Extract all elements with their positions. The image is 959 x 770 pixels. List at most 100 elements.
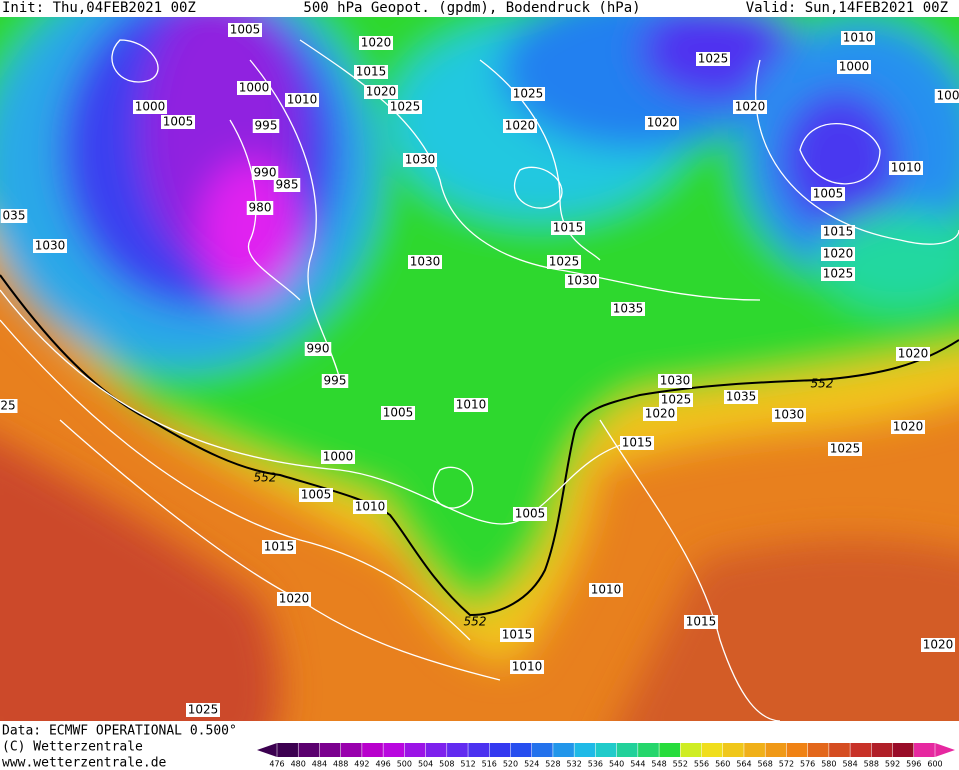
colorbar-cell [743,743,766,757]
isobar-label-box [684,615,718,629]
colorbar-tick-label: 504 [418,760,433,769]
isobar-label-box [841,31,875,45]
isobar-label-box [513,507,547,521]
isobar-label: 1015 [622,436,653,450]
colorbar-cell [489,743,511,757]
website: www.wetterzentrale.de [2,756,167,770]
isobar-label: 1030 [567,274,598,288]
data-source: Data: ECMWF OPERATIONAL 0.500° [2,724,237,739]
colorbar-cell [510,743,532,757]
isobar-label: 1020 [923,638,954,652]
isobar-label: 1035 [726,390,757,404]
header-bar [0,0,959,17]
colorbar-arrow-low [257,743,277,757]
isobar-label-box [772,408,806,422]
isobar-label: 1020 [823,247,854,261]
isobar-label: 1025 [390,100,421,114]
isobar-label: 1000 [839,60,870,74]
isobar-label: 1015 [502,628,533,642]
isobar-label: 1005 [301,488,332,502]
copyright: (C) Wetterzentrale [2,740,143,755]
colorbar-tick-label: 592 [885,760,900,769]
colorbar-tick-label: 516 [482,760,497,769]
isobar-label: 1015 [356,65,387,79]
isobar-label: 035 [3,209,26,223]
isobar-label-box [273,178,301,192]
isobar-label-box [408,255,442,269]
isobar-label: 1020 [898,347,929,361]
colorbar-cell [722,743,744,757]
isobar-label-box [733,100,767,114]
isobar-label: 1025 [188,703,219,717]
isobar-label-box [161,115,195,129]
isobar-label: 1015 [264,540,295,554]
isobar-label: 1020 [361,36,392,50]
isobar-label-box [252,119,280,133]
isobar-label: 1010 [456,398,487,412]
colorbar-tick-label: 500 [397,760,412,769]
init-time: Init: Thu,04FEB2021 00Z [2,0,196,16]
colorbar-tick-label: 512 [460,760,475,769]
isobar-label: 1010 [843,31,874,45]
isobar-label-box [403,153,437,167]
isobar-label-box [510,660,544,674]
isobar-label-box [503,119,537,133]
isobar-label-box [547,255,581,269]
isobar-label-box [837,60,871,74]
colorbar-tick-label: 524 [524,760,539,769]
isobar-label: 1025 [830,442,861,456]
isobar-label: 1020 [505,119,536,133]
isobar-label-box [133,100,167,114]
isobar-label-box [186,703,220,717]
colorbar-cell [765,743,787,757]
isobar-label-box [643,407,677,421]
colorbar-tick-label: 560 [715,760,730,769]
isobar-label: 100 [937,89,959,103]
isobar-label-box [645,116,679,130]
isobar-label-box [304,342,332,356]
colorbar-tick-label: 544 [630,760,645,769]
colorbar-tick-label: 532 [567,760,582,769]
isobar-label-box [696,52,730,66]
isobar-label-box [511,87,545,101]
colorbar-tick-label: 564 [736,760,751,769]
contour-label: 552 [811,377,834,391]
colorbar-tick-label: 520 [503,760,518,769]
colorbar-cell [383,743,405,757]
isobar-label: 1020 [893,420,924,434]
colorbar-tick-label: 596 [906,760,921,769]
isobar-label: 1010 [512,660,543,674]
isobar-label-box [321,450,355,464]
isobar-label: 1005 [230,23,261,37]
isobar-label: 995 [255,119,278,133]
isobar-label: 1030 [35,239,66,253]
isobar-label-box [246,201,274,215]
colorbar-cell [828,743,851,757]
colorbar-cell [637,743,660,757]
colorbar-tick-label: 540 [609,760,624,769]
isobar-label-box [658,374,692,388]
colorbar-cell [786,743,808,757]
colorbar-tick-label: 492 [354,760,369,769]
isobar-label: 1020 [279,592,310,606]
isobar-label: 1025 [549,255,580,269]
isobar-label: 1020 [647,116,678,130]
isobar-label-box [821,247,855,261]
colorbar-cell [277,743,299,757]
colorbar-tick-label: 536 [588,760,603,769]
isobar-label: 1020 [645,407,676,421]
isobar-label: 1010 [891,161,922,175]
isobar-label-box [285,93,319,107]
colorbar-tick-label: 584 [842,760,857,769]
isobar-label-box [388,100,422,114]
colorbar-tick-label: 588 [864,760,879,769]
isobar-label-box [811,187,845,201]
isobar-label-box [321,374,349,388]
colorbar-cell [659,743,681,757]
isobar-label: 1030 [660,374,691,388]
isobar-label-box [611,302,645,316]
isobar-label: 985 [276,178,299,192]
colorbar-cell [807,743,829,757]
isobar-label: 1010 [591,583,622,597]
